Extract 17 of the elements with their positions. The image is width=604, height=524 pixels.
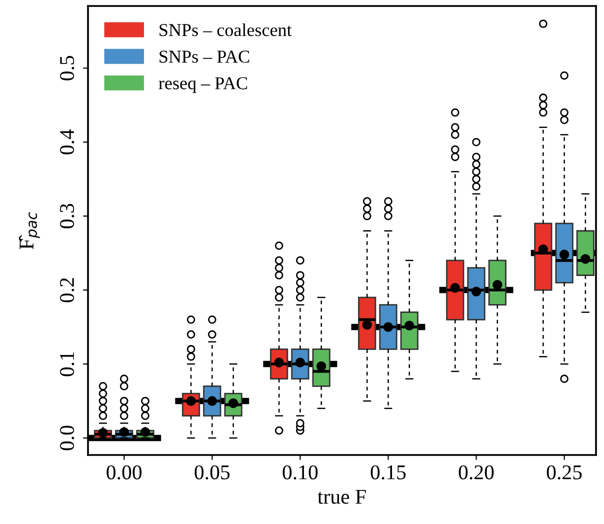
x-tick-label: 0.00 <box>106 465 142 480</box>
y-tick-label: 0.1 <box>60 352 74 376</box>
x-tick-label: 0.25 <box>546 465 582 480</box>
y-tick-label: 0.2 <box>60 278 74 302</box>
x-tick-label: 0.20 <box>458 465 494 480</box>
legend-label: reseq – PAC <box>158 77 248 94</box>
y-tick-label: 0.0 <box>60 426 74 450</box>
y-tick-label: 0.5 <box>60 56 74 80</box>
x-tick-label: 0.15 <box>370 465 406 480</box>
x-axis-title: true F <box>318 490 366 504</box>
x-tick-label: 0.10 <box>282 465 318 480</box>
legend-label: SNPs – coalescent <box>160 23 292 36</box>
y-tick-label: 0.3 <box>60 204 74 228</box>
legend-label: SNPs – PAC <box>160 50 250 63</box>
x-tick-label: 0.05 <box>194 465 230 480</box>
y-tick-label: 0.4 <box>60 129 74 154</box>
y-axis-title: F̂$_{pac}$ <box>18 212 40 250</box>
